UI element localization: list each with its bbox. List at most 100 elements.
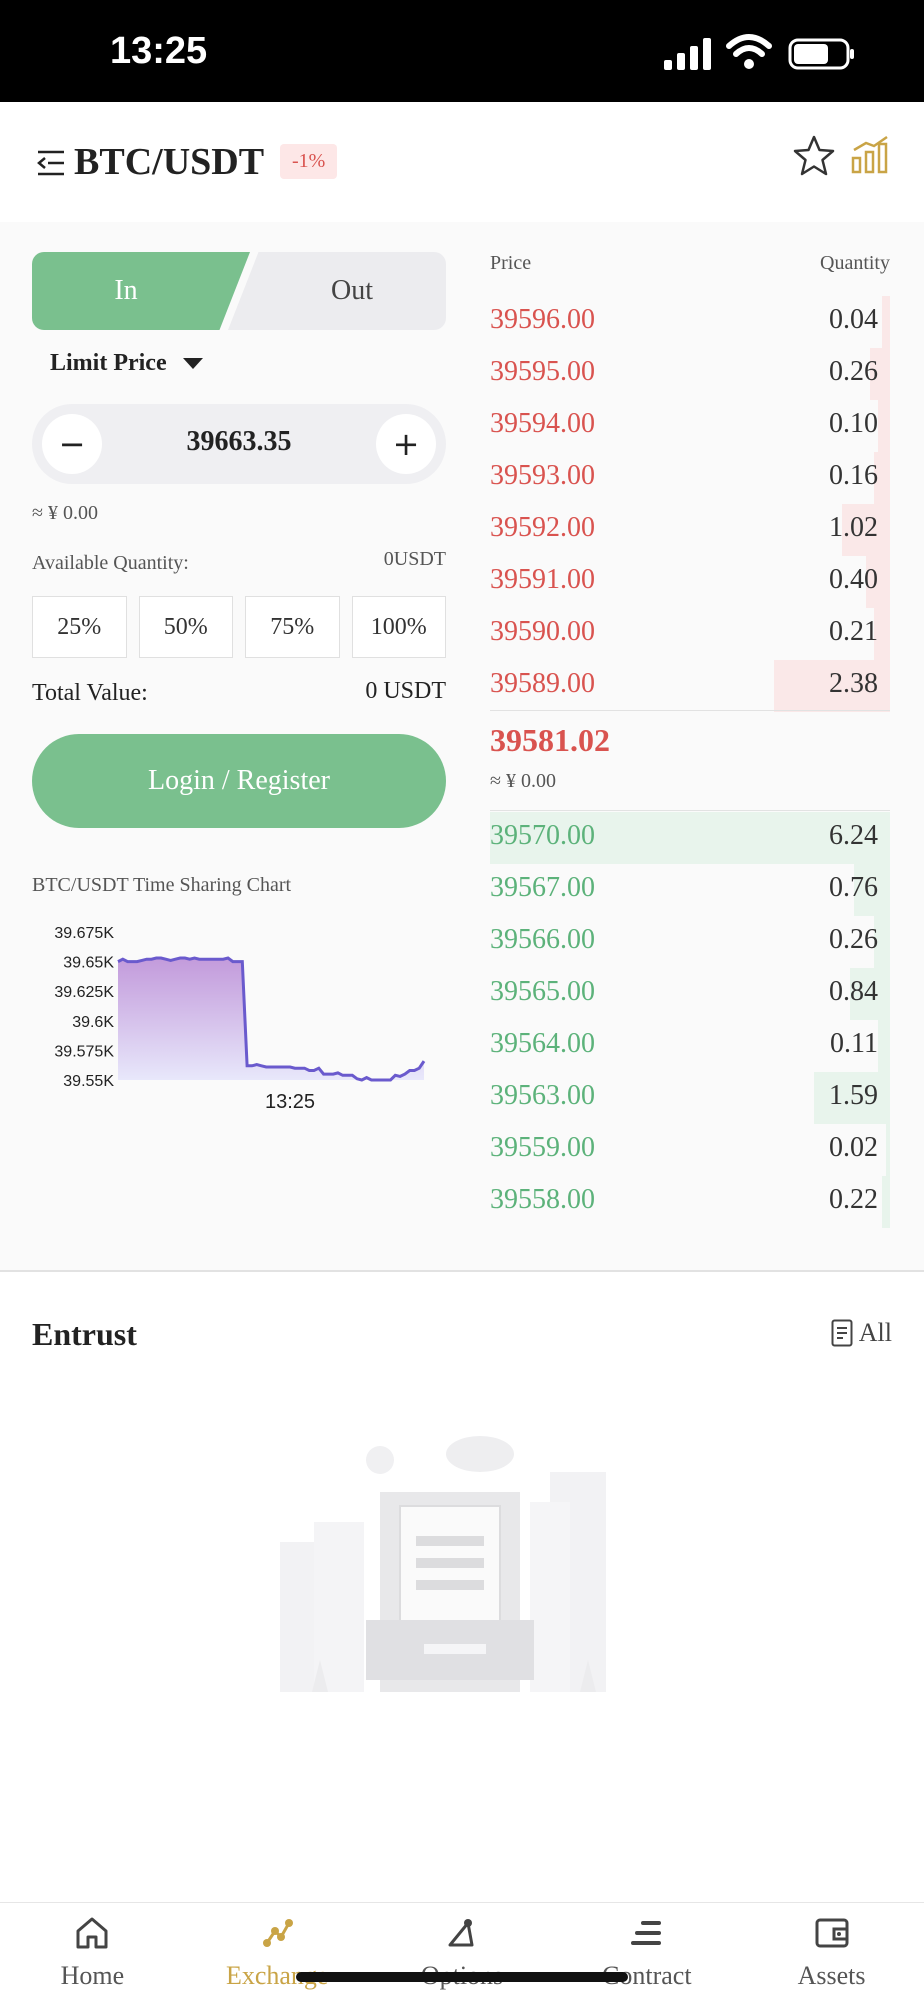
ask-row[interactable]: 39589.00 2.38 [490, 660, 890, 712]
entrust-section: Entrust All [0, 1272, 924, 1902]
battery-icon [788, 38, 854, 70]
bid-price: 39564.00 [490, 1028, 595, 1059]
ask-depth-bar [878, 400, 890, 452]
bid-row[interactable]: 39559.00 0.02 [490, 1124, 890, 1176]
percent-25-button[interactable]: 25% [32, 596, 127, 658]
nav-item-exchange[interactable]: Exchange [185, 1903, 370, 2000]
bid-quantity: 1.59 [829, 1080, 878, 1111]
chart-title: BTC/USDT Time Sharing Chart [32, 874, 292, 896]
ask-price: 39593.00 [490, 460, 595, 491]
percent-selector: 25% 50% 75% 100% [32, 596, 446, 658]
ask-row[interactable]: 39591.00 0.40 [490, 556, 890, 608]
nav-item-contract[interactable]: Contract [554, 1903, 739, 2000]
pair-header: BTC/USDT -1% [0, 102, 924, 222]
ask-price: 39592.00 [490, 512, 595, 543]
bottom-nav: Home Exchange Options Contract [0, 1902, 924, 2000]
y-tick-label: 39.675K [54, 925, 114, 942]
ask-quantity: 0.40 [829, 564, 878, 595]
bid-quantity: 6.24 [829, 820, 878, 851]
ask-depth-bar [874, 608, 890, 660]
bid-quantity: 0.22 [829, 1184, 878, 1215]
ask-quantity: 0.26 [829, 356, 878, 387]
bid-depth-bar [490, 812, 890, 864]
nav-label-home: Home [60, 1961, 125, 1990]
bid-price: 39558.00 [490, 1184, 595, 1215]
ask-quantity: 2.38 [829, 668, 878, 699]
price-column-header: Price [490, 252, 532, 274]
bid-depth-bar [874, 916, 890, 968]
bid-depth-bar [882, 1176, 890, 1228]
bid-quantity: 0.76 [829, 872, 878, 903]
entrust-all-label: All [858, 1318, 892, 1347]
bid-row[interactable]: 39563.00 1.59 [490, 1072, 890, 1124]
bid-quantity: 0.26 [829, 924, 878, 955]
bid-depth-bar [854, 864, 890, 916]
bid-row[interactable]: 39566.00 0.26 [490, 916, 890, 968]
ask-row[interactable]: 39593.00 0.16 [490, 452, 890, 504]
ask-price: 39596.00 [490, 304, 595, 335]
kline-chart-icon[interactable] [850, 134, 890, 174]
tab-in[interactable]: In [32, 252, 250, 330]
favorite-star-icon[interactable] [792, 134, 836, 178]
caret-down-icon [182, 358, 203, 369]
bid-row[interactable]: 39558.00 0.22 [490, 1176, 890, 1228]
ask-divider [490, 710, 890, 711]
bid-depth-bar [886, 1124, 890, 1176]
pair-title[interactable]: BTC/USDT [74, 141, 265, 183]
tab-out[interactable]: Out [228, 252, 446, 330]
percent-50-button[interactable]: 50% [138, 596, 233, 658]
order-book-header: Price Quantity [490, 252, 890, 275]
ask-row[interactable]: 39590.00 0.21 [490, 608, 890, 660]
ask-quantity: 0.16 [829, 460, 878, 491]
price-type-dropdown[interactable]: Limit Price [50, 350, 203, 377]
ask-quantity: 0.21 [829, 616, 878, 647]
bid-quantity: 0.84 [829, 976, 878, 1007]
change-badge: -1% [280, 144, 338, 179]
ask-price: 39589.00 [490, 668, 595, 699]
price-cny-estimate: ≈ ¥ 0.00 [32, 502, 98, 524]
decrease-price-button[interactable]: − [42, 414, 102, 474]
bid-price: 39566.00 [490, 924, 595, 955]
ask-depth-bar [842, 504, 890, 556]
status-time: 13:25 [110, 30, 208, 72]
last-price[interactable]: 39581.02 [490, 722, 610, 758]
entrust-all-button[interactable]: All [831, 1318, 892, 1348]
price-input[interactable]: 39663.35 [186, 426, 292, 457]
ask-row[interactable]: 39596.00 0.04 [490, 296, 890, 348]
total-value-label: Total Value: [32, 680, 148, 706]
ask-row[interactable]: 39592.00 1.02 [490, 504, 890, 556]
contract-icon [630, 1921, 661, 1945]
exchange-icon [263, 1919, 294, 1947]
wallet-icon [815, 1918, 849, 1948]
percent-100-button[interactable]: 100% [351, 596, 446, 658]
ask-price: 39594.00 [490, 408, 595, 439]
ask-row[interactable]: 39595.00 0.26 [490, 348, 890, 400]
empty-state-illustration [280, 1436, 606, 1692]
bid-row[interactable]: 39567.00 0.76 [490, 864, 890, 916]
ask-depth-bar [870, 348, 890, 400]
y-tick-label: 39.575K [54, 1043, 114, 1060]
nav-item-assets[interactable]: Assets [739, 1903, 924, 2000]
ask-depth-bar [882, 296, 890, 348]
ask-price: 39591.00 [490, 564, 595, 595]
increase-price-button[interactable]: + [376, 414, 436, 474]
bid-row[interactable]: 39570.00 6.24 [490, 812, 890, 864]
menu-icon[interactable] [36, 148, 66, 178]
price-type-label: Limit Price [50, 350, 167, 376]
signal-icon [664, 38, 711, 70]
bid-quantity: 0.02 [829, 1132, 878, 1163]
chart-line [117, 956, 426, 1082]
login-register-button[interactable]: Login / Register [32, 734, 446, 828]
wifi-icon [726, 34, 772, 69]
ask-price: 39590.00 [490, 616, 595, 647]
nav-item-home[interactable]: Home [0, 1903, 185, 2000]
bid-price: 39559.00 [490, 1132, 595, 1163]
ask-depth-bar [874, 452, 890, 504]
percent-75-button[interactable]: 75% [245, 596, 340, 658]
bid-row[interactable]: 39565.00 0.84 [490, 968, 890, 1020]
section-divider [0, 1270, 924, 1272]
nav-item-options[interactable]: Options [370, 1903, 555, 2000]
bid-row[interactable]: 39564.00 0.11 [490, 1020, 890, 1072]
ask-row[interactable]: 39594.00 0.10 [490, 400, 890, 452]
y-tick-label: 39.6K [72, 1014, 114, 1031]
